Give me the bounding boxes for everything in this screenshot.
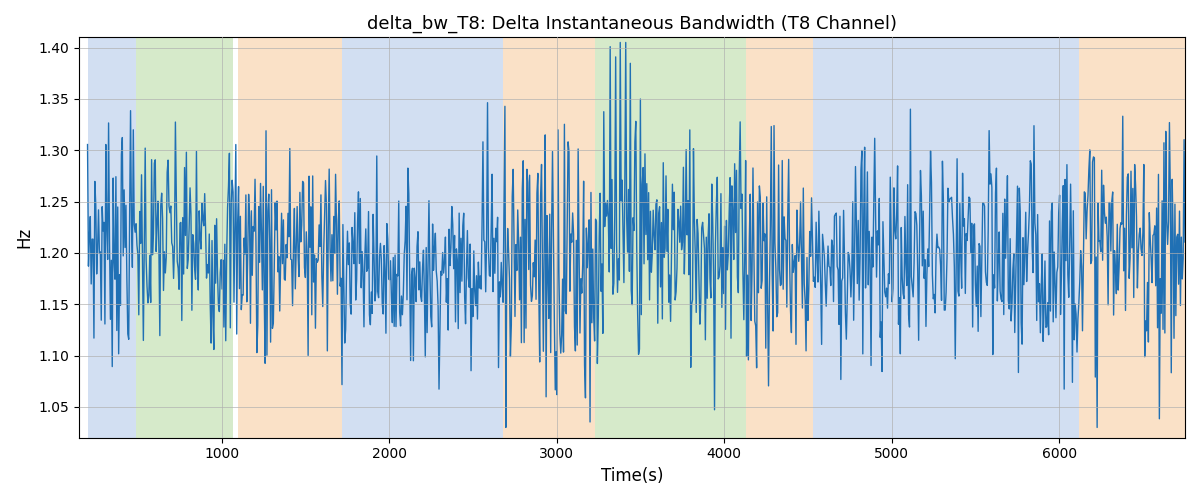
Bar <box>503 38 595 438</box>
Bar <box>1080 38 1184 438</box>
Bar <box>88 38 136 438</box>
Y-axis label: Hz: Hz <box>14 227 32 248</box>
Bar <box>746 38 814 438</box>
X-axis label: Time(s): Time(s) <box>601 467 664 485</box>
Bar <box>239 38 342 438</box>
Title: delta_bw_T8: Delta Instantaneous Bandwidth (T8 Channel): delta_bw_T8: Delta Instantaneous Bandwid… <box>367 15 898 34</box>
Bar <box>595 38 746 438</box>
Bar <box>136 38 233 438</box>
Bar <box>814 38 1080 438</box>
Bar <box>342 38 503 438</box>
